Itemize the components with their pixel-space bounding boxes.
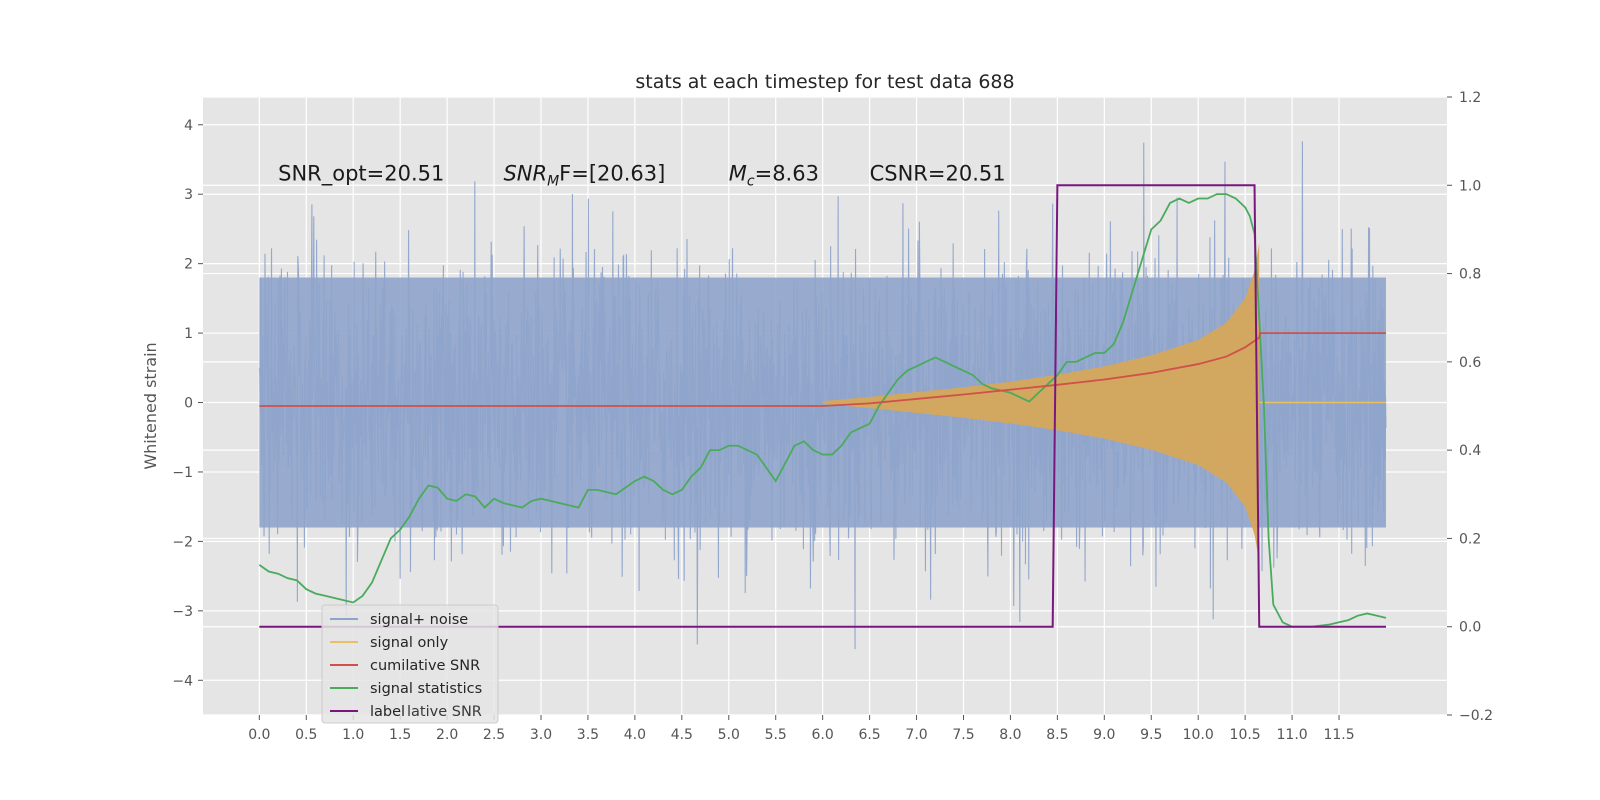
y2-tick-label: 0.8 [1459,267,1481,283]
axes: 0.0 0.5 1.0 1.5 2.0 2.5 3.0 3.5 4.0 4.5 5.0 5.5 6.0 6… [172,90,1493,743]
x-tick-label: 5.5 [765,727,787,743]
x-tick-label: 2.5 [483,727,505,743]
x-tick-label: 7.5 [952,727,974,743]
y2-tick-label: 0.2 [1459,531,1481,547]
x-tick-label: 10.0 [1183,727,1214,743]
y-tick-label: −3 [172,604,193,620]
y-tick-label: 3 [184,187,193,203]
x-tick-label: 10.5 [1230,727,1261,743]
x-tick-label: 8.0 [999,727,1021,743]
x-tick-label: 0.5 [295,727,317,743]
y-tick-label: 1 [184,326,193,342]
y2-tick-label: 0.0 [1459,620,1481,636]
annotation-main: M [729,161,747,185]
y2-tick-label: 1.2 [1459,90,1481,106]
cumulative-snr-series [259,332,1386,407]
y-axis-label: Whitened strain [141,342,160,469]
y-tick-label: −4 [172,673,193,689]
annotation-rest: =8.63 [755,161,819,185]
signal-only-series [822,242,1386,563]
y-tick-label: 4 [184,118,193,134]
x-tick-label: 7.0 [905,727,927,743]
x-tick-label: 9.0 [1093,727,1115,743]
annotation-3: CSNR=20.51 [870,161,1006,185]
signal-only-area [822,242,1260,563]
y-tick-label: 2 [184,257,193,273]
annotation-2: Mc=8.63 [729,161,819,189]
legend: signal+ noise signal only cumilative SNR si… [321,604,499,724]
x-tick-label: 2.0 [436,727,458,743]
x-tick-label: 1.0 [342,727,364,743]
label-series [259,184,1386,628]
signal-statistics-series [258,193,1387,628]
x-tick-label: 5.0 [718,727,740,743]
annotation-subscript: c [747,173,755,189]
annotation-main: SNR [503,161,547,185]
legend-label: signal statistics [370,681,482,697]
annotation-subscript: M [547,173,559,189]
annotation-rest: F=[20.63] [559,161,665,185]
x-tick-label: 11.0 [1277,727,1308,743]
legend-overlap-text: lative SNR [407,704,482,720]
annotations: SNR_opt=20.51 SNRMF=[20.63] Mc=8.63 CSNR=20… [278,161,1006,189]
annotation-0: SNR_opt=20.51 [278,161,444,186]
y2-tick-label: −0.2 [1459,708,1493,724]
legend-box [321,604,499,724]
x-tick-label: 3.5 [577,727,599,743]
x-tick-label: 4.5 [671,727,693,743]
x-tick-label: 11.5 [1323,727,1354,743]
x-tick-label: 9.5 [1140,727,1162,743]
signal-statistics-line [258,193,1387,628]
y2-tick-label: 0.4 [1459,443,1481,459]
legend-label: cumilative SNR [370,658,480,674]
legend-label: label [370,704,405,720]
x-tick-label: 6.0 [812,727,834,743]
legend-label: signal+ noise [370,612,468,628]
y-tick-label: −2 [172,534,193,550]
x-tick-label: 3.0 [530,727,552,743]
y-tick-label: −1 [172,465,193,481]
y2-tick-label: 0.6 [1459,355,1481,371]
x-tick-label: 4.0 [624,727,646,743]
x-tick-label: 1.5 [389,727,411,743]
legend-label: signal only [370,635,449,651]
chart-title: stats at each timestep for test data 688 [635,71,1014,93]
x-tick-label: 8.5 [1046,727,1068,743]
x-tick-label: 0.0 [248,727,270,743]
annotation-1: SNRMF=[20.63] [503,161,665,189]
y-tick-label: 0 [184,396,193,412]
label-line [259,184,1386,628]
x-tick-label: 6.5 [858,727,880,743]
cumulative-snr-line [259,332,1386,407]
y2-tick-label: 1.0 [1459,178,1481,194]
